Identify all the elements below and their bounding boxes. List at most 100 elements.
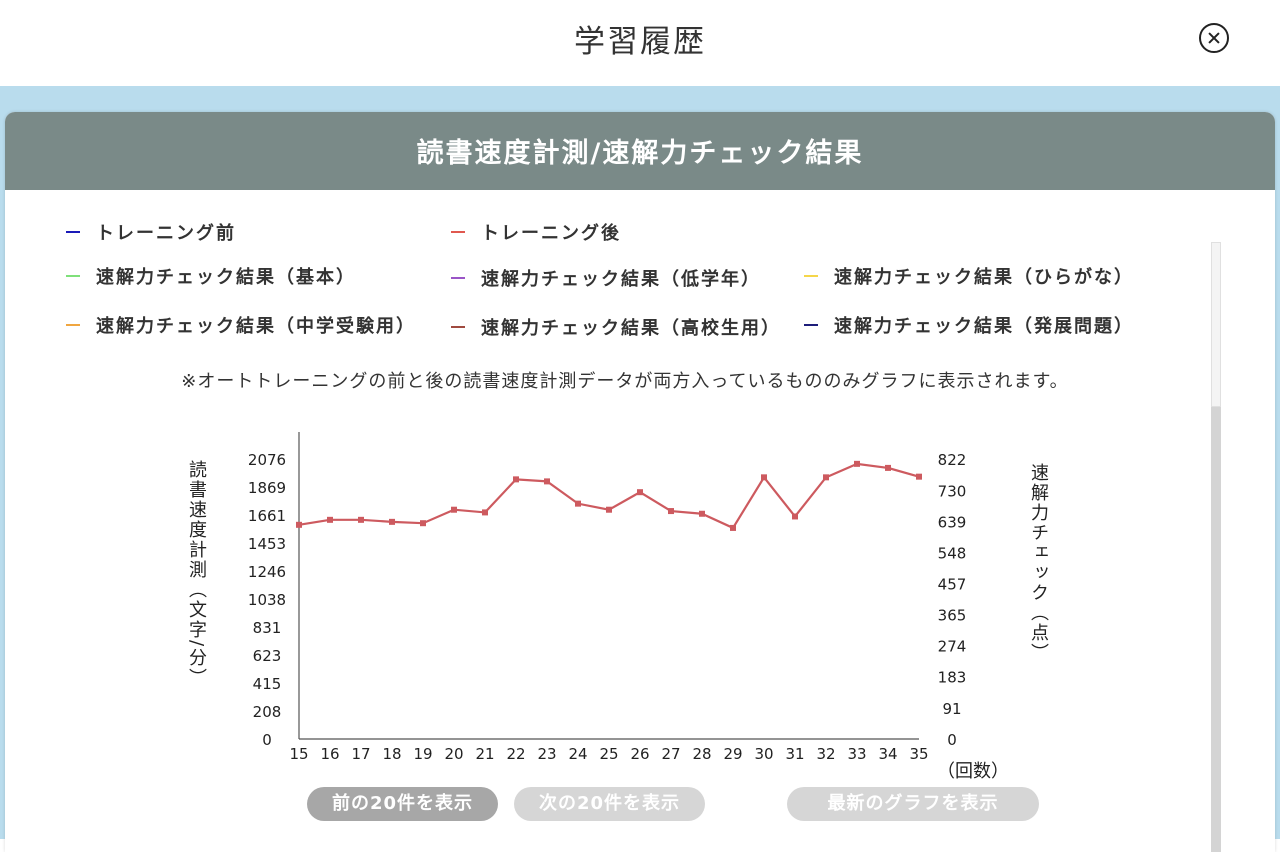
chart-note: ※オートトレーニングの前と後の読書速度計測データが両方入っているもののみグラフに… (181, 371, 1069, 392)
y-tick-label: 831 (253, 619, 282, 637)
y-tick-label: 623 (253, 647, 282, 665)
page-title: 学習履歴 (574, 24, 706, 60)
legend-label: 速解力チェック結果（ひらがな） (834, 267, 1134, 288)
x-tick-label: 34 (878, 745, 897, 763)
x-axis-ticks: 15 16 17 18 19 20 21 22 23 24 25 26 27 28 29 30 31 32 33 34… (289, 745, 928, 763)
legend-label: 速解力チェック結果（基本） (96, 267, 356, 288)
scrollbar[interactable] (1211, 242, 1221, 852)
x-tick-label: 26 (630, 745, 649, 763)
y-tick-label: 1038 (248, 591, 286, 609)
legend-swatch (804, 275, 818, 277)
legend-item-junior-high: 速解力チェック結果（中学受験用） (66, 312, 416, 338)
y2-tick-label: 457 (938, 575, 967, 593)
legend-swatch (66, 231, 80, 233)
x-tick-label: 22 (506, 745, 525, 763)
y-tick-label: 415 (253, 675, 282, 693)
x-tick-label: 21 (475, 745, 494, 763)
x-tick-label: 25 (599, 745, 618, 763)
y-tick-label: 1661 (248, 507, 286, 525)
data-point (668, 508, 674, 515)
legend-label: トレーニング前 (96, 223, 236, 244)
data-point (575, 500, 581, 507)
y2-axis-label: 速解力チェック（点） (1028, 463, 1049, 663)
x-tick-label: 31 (785, 745, 804, 763)
latest-graph-button[interactable]: 最新のグラフを表示 (787, 787, 1039, 821)
legend-swatch (804, 324, 818, 326)
data-point (513, 476, 519, 483)
series-line (298, 462, 920, 530)
data-point (296, 521, 302, 528)
data-point (606, 506, 612, 513)
next-20-button[interactable]: 次の20件を表示 (514, 787, 705, 821)
legend-item-hiragana: 速解力チェック結果（ひらがな） (804, 263, 1134, 289)
data-point (854, 460, 860, 467)
legend-label: 速解力チェック結果（発展問題） (834, 316, 1134, 337)
y2-tick-label: 91 (942, 700, 961, 718)
y2-tick-label: 365 (938, 607, 967, 625)
data-point (482, 509, 488, 516)
y-tick-label: 208 (253, 703, 282, 721)
data-point (761, 474, 767, 481)
legend-swatch (451, 277, 465, 279)
legend-item-advanced: 速解力チェック結果（発展問題） (804, 312, 1134, 338)
x-tick-label: 33 (847, 745, 866, 763)
legend-swatch (66, 324, 80, 326)
data-point (544, 478, 550, 485)
legend-swatch (451, 231, 465, 233)
y-tick-label: 1453 (248, 535, 286, 553)
data-point (327, 516, 333, 523)
x-tick-label: 24 (568, 745, 587, 763)
y2-tick-label: 183 (938, 669, 967, 687)
y2-tick-label: 822 (938, 451, 967, 469)
panel-header: 読書速度計測/速解力チェック結果 (5, 112, 1275, 190)
data-point (358, 516, 364, 523)
legend-item-basic: 速解力チェック結果（基本） (66, 263, 356, 289)
y2-tick-label: 0 (947, 731, 957, 749)
x-tick-label: 32 (816, 745, 835, 763)
data-point (792, 513, 798, 520)
y2-tick-label: 548 (938, 544, 967, 562)
x-tick-label: 27 (661, 745, 680, 763)
y2-tick-label: 639 (938, 513, 967, 531)
y-tick-label: 0 (262, 731, 272, 749)
data-point (730, 524, 736, 531)
results-panel: 読書速度計測/速解力チェック結果 トレーニング前 トレーニング後 速解力チェック… (5, 112, 1275, 852)
legend-item-after: トレーニング後 (451, 219, 621, 245)
data-point (389, 518, 395, 525)
x-tick-label: 16 (320, 745, 339, 763)
legend-label: 速解力チェック結果（高校生用） (481, 318, 781, 339)
data-point (916, 473, 922, 480)
y2-axis-ticks: 0 91 183 274 365 457 548 639 730 822 (938, 451, 967, 749)
y-axis-ticks: 0 208 415 623 831 1038 1246 1453 1661 1869 2076 (248, 451, 286, 749)
data-point (451, 506, 457, 513)
close-icon[interactable] (1199, 23, 1229, 53)
x-tick-label: 35 (909, 745, 928, 763)
y-axis-label: 読書速度計測（文字/分） (186, 460, 207, 689)
prev-20-button[interactable]: 前の20件を表示 (307, 787, 498, 821)
x-tick-label: 29 (723, 745, 742, 763)
x-tick-label: 20 (444, 745, 463, 763)
scrollbar-thumb[interactable] (1211, 242, 1221, 407)
legend-label: 速解力チェック結果（中学受験用） (96, 316, 416, 337)
x-tick-label: 17 (351, 745, 370, 763)
data-point (637, 489, 643, 496)
legend-item-high-school: 速解力チェック結果（高校生用） (451, 314, 781, 340)
y-tick-label: 2076 (248, 451, 286, 469)
data-point (823, 474, 829, 481)
x-tick-label: 19 (413, 745, 432, 763)
y-tick-label: 1869 (248, 479, 286, 497)
legend-label: トレーニング後 (481, 223, 621, 244)
x-tick-label: 18 (382, 745, 401, 763)
x-tick-label: 28 (692, 745, 711, 763)
x-tick-label: 30 (754, 745, 773, 763)
y2-tick-label: 730 (938, 482, 967, 500)
legend-swatch (66, 275, 80, 277)
x-tick-label: 23 (537, 745, 556, 763)
y2-tick-label: 274 (938, 638, 967, 656)
data-point (420, 520, 426, 527)
series-group (296, 460, 922, 531)
top-bar: 学習履歴 (0, 0, 1280, 86)
legend-item-lower-grade: 速解力チェック結果（低学年） (451, 265, 761, 291)
data-point (699, 510, 705, 517)
